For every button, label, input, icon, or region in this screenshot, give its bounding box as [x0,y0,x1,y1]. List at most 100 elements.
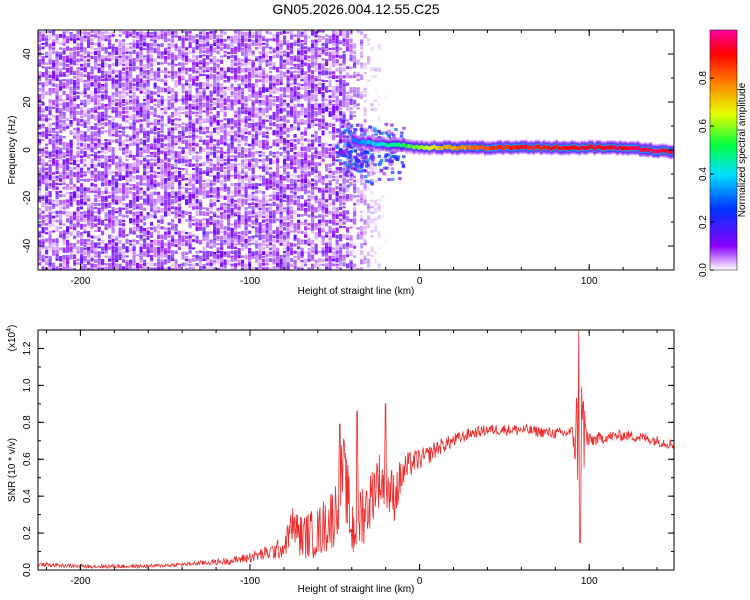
noise-cell [300,62,304,68]
noise-cell [108,180,112,184]
transition-cell [365,150,369,154]
noise-cell [73,211,77,215]
noise-cell [304,186,308,191]
noise-cell [192,99,196,103]
noise-cell [94,106,98,112]
noise-cell [335,234,339,239]
noise-cell [258,91,262,96]
noise-cell [90,110,94,113]
noise-cell [139,34,143,39]
chart-title: GN05.2026.004.12.55.C25 [272,1,440,17]
noise-cell [90,246,94,253]
noise-cell [101,75,105,78]
noise-cell [234,246,238,249]
noise-cell [199,219,203,226]
noise-cell [251,206,255,211]
noise-cell [153,254,157,257]
noise-cell [167,227,171,231]
noise-cell [234,170,238,176]
noise-cell [139,234,143,241]
noise-cell [206,110,210,116]
noise-cell [192,131,196,137]
noise-cell [304,151,308,157]
noise-cell [314,226,318,231]
noise-cell [311,246,315,251]
noise-cell [230,142,234,149]
noise-cell [307,159,311,165]
noise-cell [125,115,129,119]
noise-cell [192,174,196,181]
noise-cell [342,195,346,202]
noise-cell [132,114,136,121]
noise-cell [80,250,84,256]
noise-cell [185,255,189,259]
noise-cell [216,87,220,91]
noise-cell [129,34,133,37]
transition-cell [336,155,340,158]
noise-cell [276,46,280,51]
noise-cell [97,87,101,92]
noise-cell [45,130,49,137]
noise-cell [318,74,322,79]
noise-cell [115,250,119,257]
noise-cell [171,67,175,73]
noise-cell [59,231,63,235]
noise-cell [272,266,276,270]
noise-cell [181,126,185,132]
noise-cell [55,115,59,120]
noise-cell [234,102,238,106]
noise-cell [300,83,304,87]
noise-cell [311,115,315,122]
noise-cell [227,38,231,41]
noise-cell [143,67,147,73]
noise-cell [199,226,203,231]
noise-cell [293,139,297,143]
noise-cell [181,111,185,114]
noise-cell [237,43,241,50]
noise-cell [164,171,168,176]
noise-cell [230,202,234,207]
noise-cell [335,186,339,190]
noise-cell [160,78,164,82]
noise-cell [59,222,63,226]
noise-cell [136,39,140,44]
noise-cell [48,170,52,174]
noise-cell [38,106,42,113]
noise-cell [297,87,301,91]
noise-cell [332,123,336,127]
noise-cell [192,139,196,144]
noise-cell [174,55,178,61]
noise-cell [52,59,56,66]
transition-cell [368,125,372,129]
noise-cell [97,226,101,232]
noise-cell [248,223,252,228]
noise-cell [118,158,122,164]
noise-cell [304,62,308,67]
noise-cell [45,227,49,231]
noise-cell [209,31,213,34]
noise-cell [374,67,378,72]
noise-cell [332,59,336,64]
noise-cell [129,262,133,267]
noise-cell [153,31,157,38]
noise-cell [307,206,311,212]
noise-cell [209,262,213,267]
noise-cell [48,34,52,39]
noise-cell [129,82,133,87]
noise-cell [297,214,301,217]
noise-cell [192,47,196,52]
transition-cell [336,146,340,149]
noise-cell [241,147,245,153]
noise-cell [111,150,115,157]
noise-cell [213,230,217,237]
noise-cell [66,151,70,154]
noise-cell [87,135,91,140]
noise-cell [76,159,80,162]
noise-cell [101,174,105,181]
transition-cell [358,163,362,167]
noise-cell [297,82,301,87]
noise-cell [185,90,189,97]
transition-cell [373,129,377,133]
noise-cell [192,50,196,54]
noise-cell [269,75,273,81]
